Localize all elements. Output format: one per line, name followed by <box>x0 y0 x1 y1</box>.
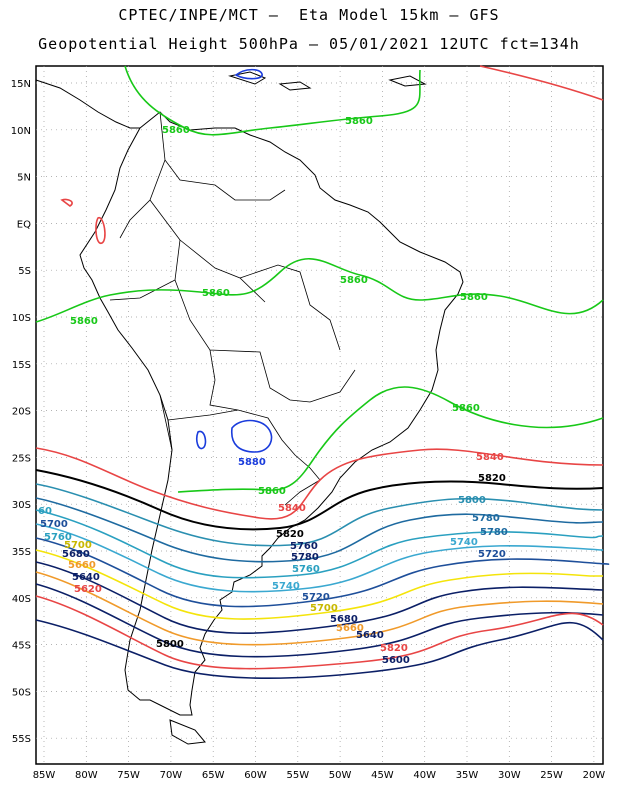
lat-tick-label: 45S <box>12 641 31 652</box>
contour-5840-andes <box>60 198 106 244</box>
contour-5880-blob <box>230 419 273 453</box>
contour-5820-ne <box>479 65 604 101</box>
title-line-2: Geopotential Height 500hPa – 05/01/2021 … <box>38 35 580 53</box>
lon-tick-label: 75W <box>117 770 140 781</box>
contour-5840 <box>35 447 604 520</box>
lat-tick-label: EQ <box>17 219 31 230</box>
label-5740-t2: 5740 <box>272 581 300 592</box>
lat-tick-label: 20S <box>12 407 31 418</box>
lat-tick-label: 35S <box>12 547 31 558</box>
label-5640-n1: 5640 <box>72 572 100 583</box>
label-5780-t1: 5780 <box>472 513 500 524</box>
label-5740-t1: 5740 <box>450 537 478 548</box>
lat-tick-label: 10N <box>11 126 31 137</box>
label-5680-n1: 5680 <box>62 549 90 560</box>
label-5820-a: 5820 <box>478 473 506 484</box>
lon-tick-label: 20W <box>583 770 606 781</box>
lat-tick-label: 25S <box>12 453 31 464</box>
label-5700-t: 5700 <box>40 519 68 530</box>
label-5660-o1: 5660 <box>68 560 96 571</box>
label-5700-y2: 5700 <box>310 603 338 614</box>
label-5800-n: 5640 <box>356 630 384 641</box>
lat-tick-label: 30S <box>12 500 31 511</box>
lat-tick-label: 10S <box>12 313 31 324</box>
label-5760-t2: 5760 <box>44 532 72 543</box>
contour-5880-small <box>196 68 263 450</box>
contour-5660 <box>35 571 604 646</box>
lon-tick-label: 45W <box>371 770 394 781</box>
contour-5860-mid <box>35 257 604 323</box>
contour-5800 <box>35 483 604 547</box>
lon-tick-label: 65W <box>202 770 225 781</box>
contour-5740 <box>35 523 604 593</box>
lon-tick-label: 50W <box>329 770 352 781</box>
label-5860-g: 5860 <box>452 403 480 414</box>
label-5860-c: 5860 <box>202 288 230 299</box>
contour-5780 <box>35 497 604 563</box>
label-5860-e: 5860 <box>460 292 488 303</box>
label-5800-black: 5800 <box>156 639 184 650</box>
label-5800-t1: 5800 <box>458 495 486 506</box>
lat-tick-label: 50S <box>12 687 31 698</box>
lat-tick-label: 40S <box>12 594 31 605</box>
label-5860-f: 5860 <box>70 316 98 327</box>
lon-tick-label: 30W <box>498 770 521 781</box>
axis-ticks: 15N 10N 5N EQ 5S 10S 15S 20S 25S 30S 35S 40S 45S 50S 5… <box>11 79 606 781</box>
fuego-island <box>169 719 206 745</box>
label-5880: 5880 <box>238 457 266 468</box>
central-america <box>35 79 140 129</box>
label-60: 60 <box>38 506 52 517</box>
label-5820-b: 5820 <box>276 529 304 540</box>
label-5720-t2: 5720 <box>302 592 330 603</box>
map-frame <box>35 65 604 765</box>
lon-tick-label: 40W <box>413 770 436 781</box>
label-5600-n: 5600 <box>382 655 410 666</box>
lon-tick-label: 85W <box>33 770 56 781</box>
contour-5700 <box>35 549 603 620</box>
contour-5760 <box>35 509 604 579</box>
label-5860-b: 5860 <box>345 116 373 127</box>
lon-tick-label: 60W <box>244 770 267 781</box>
label-5860-a: 5860 <box>162 125 190 136</box>
contour-5860-south <box>177 386 604 493</box>
lat-tick-label: 5S <box>18 266 31 277</box>
graticule <box>36 66 603 764</box>
contour-5600 <box>35 619 604 679</box>
lon-tick-label: 35W <box>456 770 479 781</box>
label-5860-h: 5860 <box>258 486 286 497</box>
contour-5860-north <box>124 65 421 136</box>
lat-tick-label: 55S <box>12 734 31 745</box>
lat-tick-label: 5N <box>17 173 31 184</box>
label-5620: 5620 <box>74 584 102 595</box>
contour-5820 <box>35 469 604 531</box>
label-5780-n: 5780 <box>291 552 319 563</box>
label-5820-red: 5820 <box>380 643 408 654</box>
lat-tick-label: 15N <box>11 79 31 90</box>
label-5840-a: 5840 <box>476 452 504 463</box>
label-5860-d: 5860 <box>340 275 368 286</box>
lon-tick-label: 80W <box>75 770 98 781</box>
lon-tick-label: 55W <box>286 770 309 781</box>
lon-tick-label: 70W <box>160 770 183 781</box>
contour-5720 <box>35 537 610 608</box>
label-5760-n: 5760 <box>290 541 318 552</box>
lon-tick-label: 25W <box>540 770 563 781</box>
label-5680-n2: 5680 <box>330 614 358 625</box>
caribbean-islands <box>228 71 427 91</box>
label-5720-t1: 5720 <box>478 549 506 560</box>
lat-tick-label: 15S <box>12 360 31 371</box>
label-5780-t2: 5780 <box>480 527 508 538</box>
contour-5640 <box>35 583 604 658</box>
label-5760-t1: 5760 <box>292 564 320 575</box>
label-5660-o2: 5660 <box>336 623 364 634</box>
coastline <box>35 71 464 745</box>
country-borders <box>109 111 356 506</box>
contour-5680 <box>35 561 604 634</box>
contour-5620 <box>35 595 604 670</box>
label-5840-b: 5840 <box>278 503 306 514</box>
label-5700-y1: 5700 <box>64 540 92 551</box>
title-line-1: CPTEC/INPE/MCT – Eta Model 15km – GFS <box>118 6 500 24</box>
